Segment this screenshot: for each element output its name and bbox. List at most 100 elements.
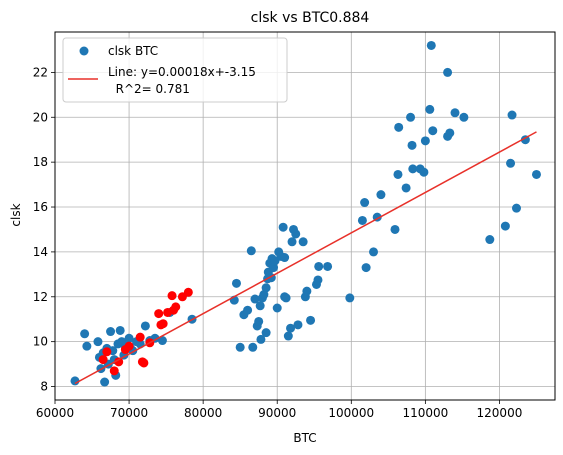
data-point xyxy=(171,302,181,312)
data-point xyxy=(361,263,371,273)
data-point xyxy=(250,294,260,304)
data-point xyxy=(531,169,541,179)
data-point xyxy=(406,112,416,122)
x-tick-label: 70000 xyxy=(110,406,148,420)
data-point xyxy=(158,319,168,329)
data-point xyxy=(428,126,438,136)
y-tick-label: 18 xyxy=(33,155,48,169)
legend: clsk BTC Line: y=0.00018x+-3.15 R^2= 0.7… xyxy=(62,37,288,103)
data-point xyxy=(256,334,266,344)
data-point xyxy=(291,229,301,239)
data-point xyxy=(93,337,103,347)
data-point xyxy=(302,286,312,296)
data-point xyxy=(235,342,245,352)
data-point xyxy=(314,261,324,271)
data-point xyxy=(231,278,241,288)
data-points xyxy=(70,40,541,387)
data-point xyxy=(100,377,110,387)
x-axis-title: BTC xyxy=(293,431,316,445)
data-point xyxy=(500,221,510,231)
data-point xyxy=(286,323,296,333)
x-axis-ticks: 60000 70000 80000 90000 100000 110000 120000 xyxy=(36,400,522,420)
data-point xyxy=(135,332,145,342)
y-axis-ticks: 8 10 12 14 16 18 20 22 xyxy=(33,65,55,394)
grid xyxy=(54,32,555,400)
data-point xyxy=(82,341,92,351)
data-point xyxy=(109,366,119,376)
x-tick-label: 90000 xyxy=(258,406,296,420)
y-tick-label: 20 xyxy=(33,110,48,124)
data-point xyxy=(298,237,308,247)
data-point xyxy=(360,198,370,208)
data-point xyxy=(70,376,80,386)
data-point xyxy=(115,325,125,335)
data-point xyxy=(157,336,167,346)
data-point xyxy=(281,293,291,303)
data-point xyxy=(254,316,264,326)
y-tick-label: 10 xyxy=(33,335,48,349)
data-point xyxy=(485,235,495,245)
data-point xyxy=(248,342,258,352)
data-point xyxy=(313,275,323,285)
data-point xyxy=(323,261,333,271)
data-point xyxy=(394,122,404,132)
x-tick-label: 100000 xyxy=(328,406,374,420)
data-point xyxy=(369,247,379,257)
data-point xyxy=(443,67,453,77)
y-tick-label: 22 xyxy=(33,65,48,79)
data-point xyxy=(401,183,411,193)
data-point xyxy=(287,237,297,247)
y-tick-label: 16 xyxy=(33,200,48,214)
y-tick-label: 12 xyxy=(33,290,48,304)
data-point xyxy=(183,287,193,297)
data-point xyxy=(425,104,435,114)
data-point xyxy=(393,169,403,179)
y-axis-title: clsk xyxy=(9,203,23,226)
data-point xyxy=(306,315,316,325)
legend-label-line-2: R^2= 0.781 xyxy=(108,82,190,96)
data-point xyxy=(154,309,164,319)
data-point xyxy=(445,128,455,138)
data-point xyxy=(243,305,253,315)
data-point xyxy=(139,358,149,368)
data-point xyxy=(246,246,256,256)
legend-label-scatter: clsk BTC xyxy=(108,44,158,58)
data-point xyxy=(272,303,282,313)
data-point xyxy=(114,357,124,367)
data-point xyxy=(261,328,271,338)
data-point xyxy=(376,190,386,200)
data-point xyxy=(283,331,293,341)
plot-area xyxy=(54,31,556,401)
y-tick-label: 8 xyxy=(40,380,48,394)
data-point xyxy=(278,222,288,232)
x-tick-label: 110000 xyxy=(402,406,448,420)
data-point xyxy=(345,293,355,303)
data-point xyxy=(419,167,429,177)
data-point xyxy=(124,341,134,351)
data-point xyxy=(506,158,516,168)
data-point xyxy=(450,108,460,118)
legend-marker-scatter xyxy=(79,46,89,56)
data-point xyxy=(507,110,517,120)
data-point xyxy=(357,215,367,225)
data-point xyxy=(293,320,303,330)
x-tick-label: 80000 xyxy=(184,406,222,420)
data-point xyxy=(420,136,430,146)
data-point xyxy=(511,203,521,213)
data-point xyxy=(140,321,150,331)
data-point xyxy=(261,283,271,293)
legend-label-line-1: Line: y=0.00018x+-3.15 xyxy=(108,65,256,79)
data-point xyxy=(459,112,469,122)
regression-line xyxy=(74,131,537,385)
chart-title: clsk vs BTC0.884 xyxy=(251,10,370,26)
data-point xyxy=(280,253,290,263)
series-1-points xyxy=(98,287,193,376)
x-tick-label: 60000 xyxy=(36,406,74,420)
data-point xyxy=(167,291,177,301)
data-point xyxy=(255,301,265,311)
data-point xyxy=(102,347,112,357)
data-point xyxy=(80,329,90,339)
data-point xyxy=(106,327,116,337)
data-point xyxy=(407,140,417,150)
